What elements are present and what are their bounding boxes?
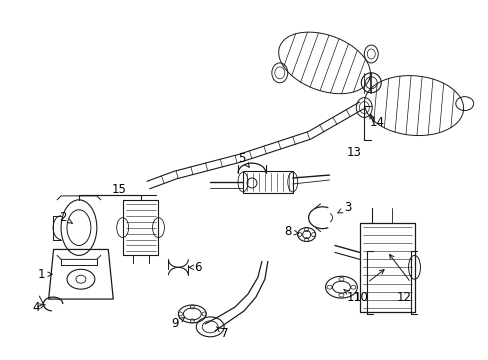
Text: 14: 14 bbox=[369, 116, 384, 129]
Text: 15: 15 bbox=[111, 184, 126, 197]
Text: 9: 9 bbox=[171, 318, 184, 330]
Bar bbox=[243, 171, 292, 193]
Text: 13: 13 bbox=[346, 146, 361, 159]
Text: 12: 12 bbox=[396, 291, 411, 303]
Text: 2: 2 bbox=[59, 211, 72, 224]
Text: 10: 10 bbox=[353, 291, 368, 303]
Text: 5: 5 bbox=[238, 152, 249, 167]
Text: 1: 1 bbox=[38, 268, 52, 281]
Text: 3: 3 bbox=[337, 201, 350, 214]
Text: 7: 7 bbox=[216, 327, 228, 340]
Text: 11: 11 bbox=[343, 289, 361, 303]
Text: 6: 6 bbox=[188, 261, 202, 274]
Text: 4: 4 bbox=[32, 301, 45, 314]
Text: 8: 8 bbox=[284, 225, 298, 238]
